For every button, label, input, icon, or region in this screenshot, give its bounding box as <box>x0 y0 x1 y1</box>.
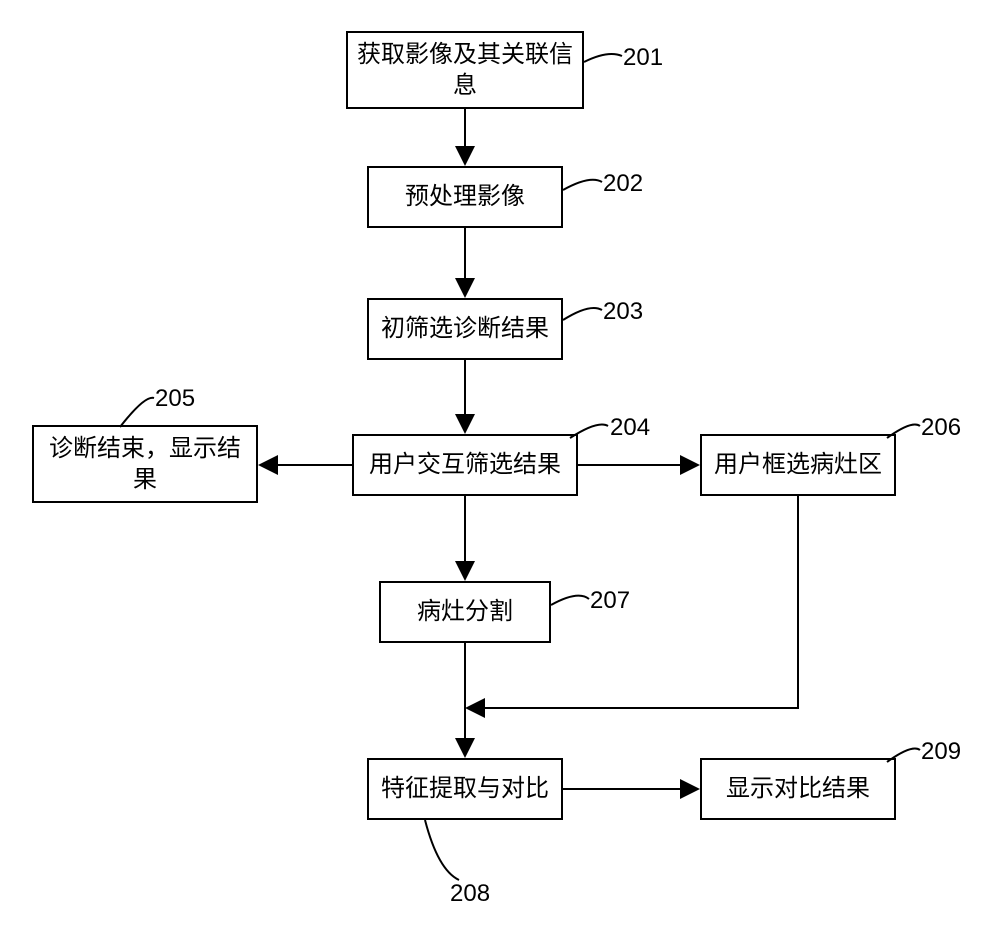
node-label: 显示对比结果 <box>726 773 870 804</box>
node-label: 特征提取与对比 <box>381 773 549 804</box>
node-label: 用户交互筛选结果 <box>369 449 561 480</box>
node-feature-extraction: 特征提取与对比 <box>367 758 563 820</box>
node-user-select-lesion: 用户框选病灶区 <box>700 434 896 496</box>
label-206: 206 <box>921 414 961 442</box>
node-lesion-segmentation: 病灶分割 <box>379 581 551 643</box>
label-204: 204 <box>610 414 650 442</box>
node-user-interactive-filter: 用户交互筛选结果 <box>352 434 578 496</box>
node-acquire-image: 获取影像及其关联信息 <box>346 31 584 109</box>
label-205: 205 <box>155 385 195 413</box>
node-label: 病灶分割 <box>417 596 513 627</box>
node-label: 用户框选病灶区 <box>714 449 882 480</box>
label-208: 208 <box>450 880 490 908</box>
node-label: 诊断结束，显示结果 <box>42 433 248 495</box>
node-preprocess-image: 预处理影像 <box>367 166 563 228</box>
node-display-comparison: 显示对比结果 <box>700 758 896 820</box>
node-label: 初筛选诊断结果 <box>381 313 549 344</box>
label-202: 202 <box>603 170 643 198</box>
node-label: 预处理影像 <box>405 181 525 212</box>
node-diagnosis-end: 诊断结束，显示结果 <box>32 425 258 503</box>
node-label: 获取影像及其关联信息 <box>356 39 574 101</box>
label-201: 201 <box>623 44 663 72</box>
label-207: 207 <box>590 587 630 615</box>
label-203: 203 <box>603 298 643 326</box>
node-initial-screening: 初筛选诊断结果 <box>367 298 563 360</box>
label-209: 209 <box>921 738 961 766</box>
